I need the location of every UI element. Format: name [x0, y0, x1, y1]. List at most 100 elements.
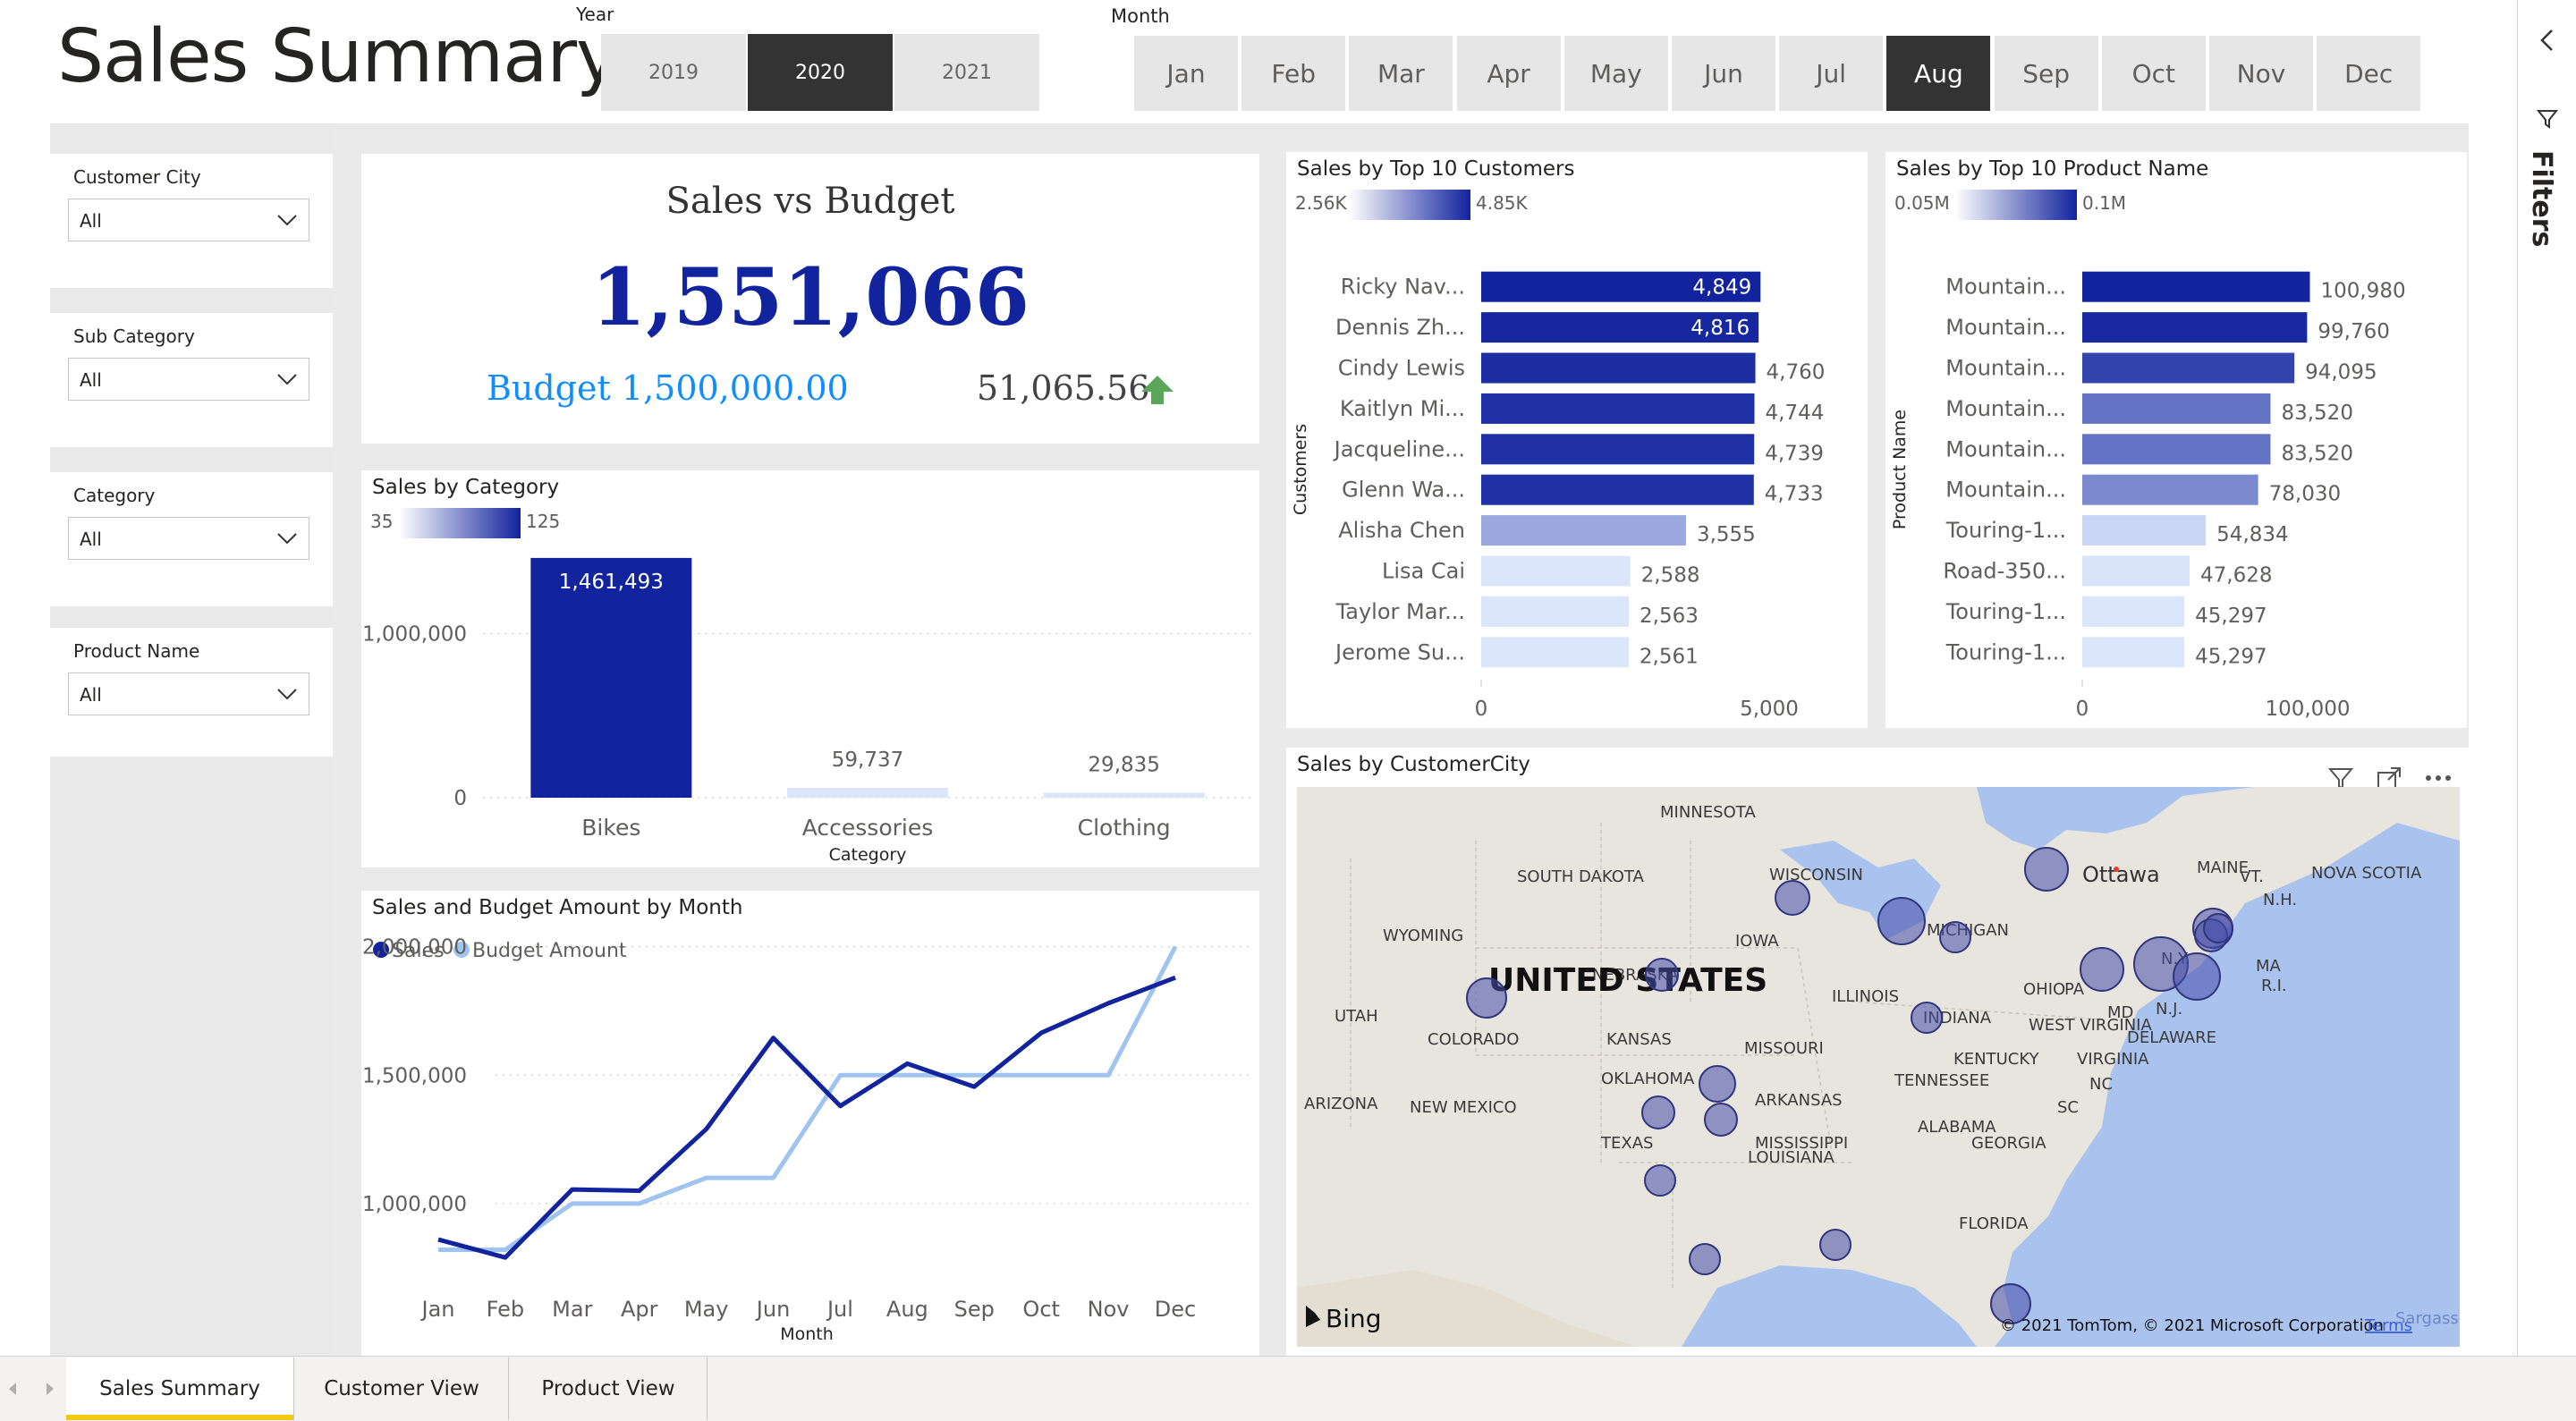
tab-scroll-left-icon[interactable]	[5, 1381, 20, 1397]
city-bubble[interactable]	[1466, 977, 1507, 1019]
bar[interactable]	[1481, 555, 1631, 587]
month-button-jan[interactable]: Jan	[1134, 36, 1238, 111]
tab-customer-view[interactable]: Customer View	[295, 1358, 509, 1420]
kpi-budget: Budget 1,500,000.00	[487, 368, 849, 408]
city-bubble[interactable]	[1699, 1065, 1736, 1103]
bar-clothing[interactable]	[1043, 792, 1205, 798]
year-button-2020[interactable]: 2020	[748, 34, 893, 111]
month-button-jul[interactable]: Jul	[1779, 36, 1884, 111]
map-terms-link[interactable]: Terms	[2364, 1316, 2412, 1335]
city-bubble[interactable]	[1819, 1229, 1852, 1261]
month-button-apr[interactable]: Apr	[1456, 36, 1561, 111]
customers-chart-card[interactable]: Sales by Top 10 Customers 2.56K 4.85K Cu…	[1286, 152, 1868, 728]
bar[interactable]	[1481, 352, 1756, 384]
bar[interactable]	[2082, 271, 2310, 302]
city-bubble[interactable]	[1877, 897, 1926, 945]
bar[interactable]	[2082, 474, 2258, 505]
bar-bikes[interactable]	[530, 557, 692, 798]
bar[interactable]	[2082, 555, 2190, 587]
y-tick-label: 0	[453, 787, 467, 810]
legend-label[interactable]: Sales	[392, 940, 445, 962]
tab-sales-summary[interactable]: Sales Summary	[66, 1358, 294, 1420]
series-line-sales[interactable]	[437, 975, 1176, 1260]
customers-chart-title: Sales by Top 10 Customers	[1297, 157, 1575, 181]
data-label: 1,461,493	[559, 571, 664, 594]
month-button-oct[interactable]: Oct	[2101, 36, 2206, 111]
slicer-dropdown[interactable]: All	[68, 672, 309, 715]
city-bubble[interactable]	[1641, 1095, 1675, 1129]
bar[interactable]	[1481, 434, 1755, 465]
slicer-title: Category	[73, 485, 156, 506]
bar[interactable]	[1481, 515, 1686, 546]
tab-scroll-right-icon[interactable]	[43, 1381, 57, 1397]
x-tick-label: Sep	[954, 1297, 995, 1322]
more-options-icon[interactable]	[2424, 771, 2453, 785]
month-button-mar[interactable]: Mar	[1349, 36, 1453, 111]
city-bubble[interactable]	[1644, 1164, 1676, 1197]
series-line-budget-amount[interactable]	[438, 945, 1178, 1253]
bar[interactable]	[1481, 271, 1761, 302]
month-chart-card[interactable]: Sales and Budget Amount by Month Sales Bu…	[361, 891, 1259, 1356]
chevron-left-icon[interactable]	[2538, 27, 2557, 54]
map-place-label: COLORADO	[1428, 1030, 1519, 1049]
bar[interactable]	[1481, 637, 1629, 668]
x-tick-label: Accessories	[802, 815, 934, 841]
bar[interactable]	[1481, 596, 1630, 627]
bar[interactable]	[2082, 515, 2207, 546]
city-bubble[interactable]	[1775, 880, 1810, 916]
customers-bar-chart: Customers Ricky Nav... 4,849 Dennis Zh... 4,…	[1291, 271, 1825, 721]
x-tick-label: 5,000	[1740, 698, 1799, 721]
category-chart-card[interactable]: Sales by Category 35 125 1,000,000 0 1,461…	[361, 470, 1259, 867]
slicer-title: Sub Category	[73, 326, 195, 347]
month-button-may[interactable]: May	[1563, 36, 1668, 111]
map-card[interactable]: Sales by CustomerCity MINNESOTA SOUTH DAK…	[1286, 748, 2469, 1356]
filters-pane[interactable]: Filters	[2517, 0, 2576, 1358]
month-button-nov[interactable]: Nov	[2209, 36, 2313, 111]
year-button-2019[interactable]: 2019	[601, 34, 746, 111]
city-bubble[interactable]	[1911, 1002, 1943, 1034]
month-button-feb[interactable]: Feb	[1241, 36, 1346, 111]
map-place-label: WYOMING	[1383, 926, 1463, 945]
bar[interactable]	[2082, 352, 2295, 384]
bar[interactable]	[2082, 637, 2185, 668]
city-bubble[interactable]	[2203, 913, 2233, 943]
bar[interactable]	[1481, 393, 1755, 424]
legend-label[interactable]: Budget Amount	[472, 940, 627, 962]
bar[interactable]	[1481, 312, 1759, 343]
city-bubble[interactable]	[1990, 1283, 2031, 1324]
bar[interactable]	[2082, 596, 2185, 627]
capital-marker	[2114, 867, 2119, 872]
map-place-label: N.H.	[2263, 891, 2297, 909]
products-chart-card[interactable]: Sales by Top 10 Product Name 0.05M 0.1M …	[1885, 152, 2467, 728]
slicer-value: All	[80, 529, 102, 550]
bar[interactable]	[2082, 434, 2271, 465]
slicer-category: Category All	[50, 472, 333, 606]
bar-accessories[interactable]	[787, 788, 948, 798]
city-bubble[interactable]	[1939, 921, 1971, 953]
city-bubble[interactable]	[2080, 947, 2124, 992]
city-bubble[interactable]	[2024, 847, 2069, 892]
bar[interactable]	[2082, 312, 2308, 343]
map-place-label: VT.	[2240, 867, 2264, 886]
month-button-aug[interactable]: Aug	[1886, 36, 1991, 111]
slicer-dropdown[interactable]: All	[68, 199, 309, 241]
bar[interactable]	[2082, 393, 2271, 424]
tab-product-view[interactable]: Product View	[510, 1358, 708, 1420]
bar[interactable]	[1481, 474, 1754, 505]
legend-max: 4.85K	[1476, 192, 1528, 214]
slicer-sub-category: Sub Category All	[50, 313, 333, 447]
city-bubble[interactable]	[1689, 1243, 1721, 1275]
month-button-dec[interactable]: Dec	[2317, 36, 2421, 111]
city-bubble[interactable]	[1704, 1103, 1738, 1137]
map-place-label: TEXAS	[1600, 1134, 1653, 1153]
y-tick-label: Kaitlyn Mi...	[1340, 396, 1465, 421]
chevron-down-icon	[277, 689, 297, 700]
month-button-jun[interactable]: Jun	[1672, 36, 1775, 111]
us-map[interactable]: MINNESOTA SOUTH DAKOTA WISCONSIN MAINE NOVA …	[1297, 787, 2460, 1347]
year-button-2021[interactable]: 2021	[894, 34, 1039, 111]
month-button-sep[interactable]: Sep	[1994, 36, 2098, 111]
city-bubble[interactable]	[2173, 952, 2221, 1001]
slicer-dropdown[interactable]: All	[68, 358, 309, 401]
city-bubble[interactable]	[1645, 958, 1679, 992]
slicer-dropdown[interactable]: All	[68, 517, 309, 560]
